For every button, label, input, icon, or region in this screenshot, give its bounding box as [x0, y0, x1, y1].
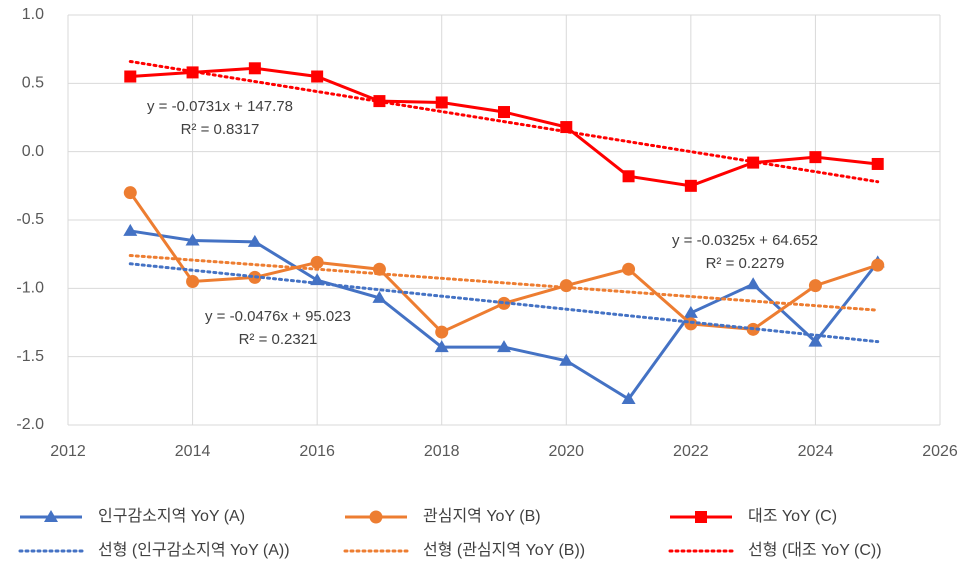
legend-marker [44, 510, 58, 522]
marker [684, 179, 697, 192]
x-tick-label: 2022 [673, 443, 709, 460]
legend-label: 대조 YoY (C) [748, 507, 837, 525]
x-tick-label: 2020 [548, 443, 584, 460]
legend-marker [695, 511, 707, 523]
x-tick-label: 2012 [50, 443, 86, 460]
marker [247, 234, 262, 247]
trendline [128, 262, 880, 344]
y-tick-label: -1.0 [16, 280, 44, 297]
marker [497, 340, 511, 353]
marker [621, 392, 636, 405]
y-tick-label: 0.5 [22, 75, 44, 92]
marker [434, 340, 449, 353]
trend-equation: R² = 0.8317 [181, 121, 260, 138]
marker [498, 106, 510, 119]
marker [746, 277, 761, 290]
marker [809, 151, 822, 164]
legend-marker [369, 510, 383, 524]
x-tick-label: 2026 [922, 443, 958, 460]
marker [123, 186, 137, 200]
legend-label: 관심지역 YoY (B) [423, 507, 541, 525]
marker [372, 290, 387, 303]
trend-equation: R² = 0.2321 [239, 331, 318, 348]
marker [559, 353, 574, 366]
trendline [128, 254, 880, 312]
y-tick-label: -0.5 [16, 211, 44, 228]
x-tick-label: 2018 [424, 443, 460, 460]
marker [808, 279, 822, 293]
marker [310, 273, 325, 286]
marker [310, 255, 324, 269]
marker [248, 62, 261, 75]
marker [684, 317, 698, 331]
marker [185, 233, 200, 246]
legend-label: 인구감소지역 YoY (A) [98, 507, 245, 525]
y-tick-label: -2.0 [16, 416, 44, 433]
marker [683, 305, 698, 318]
legend-label: 선형 (대조 YoY (C)) [748, 541, 882, 559]
x-tick-label: 2016 [299, 443, 335, 460]
trendline [128, 59, 880, 184]
marker [123, 223, 138, 236]
marker [871, 258, 885, 272]
legend-label: 선형 (관심지역 YoY (B)) [423, 541, 585, 559]
marker [622, 170, 635, 183]
marker [808, 334, 823, 347]
y-tick-label: -1.5 [16, 348, 44, 365]
legend-label: 선형 (인구감소지역 YoY (A)) [98, 541, 290, 559]
y-tick-label: 1.0 [22, 6, 44, 23]
marker [186, 275, 200, 288]
trend-equation: y = -0.0731x + 147.78 [147, 98, 293, 115]
trend-equation: R² = 0.2279 [706, 255, 785, 272]
trend-equation: y = -0.0325x + 64.652 [672, 232, 818, 249]
marker [311, 70, 324, 83]
marker [124, 70, 137, 83]
x-tick-label: 2014 [175, 443, 211, 460]
marker [435, 96, 448, 109]
trend-equation: y = -0.0476x + 95.023 [205, 308, 351, 325]
marker [622, 262, 636, 276]
marker [435, 325, 449, 339]
y-tick-label: 0.0 [22, 143, 44, 160]
marker [186, 66, 199, 79]
x-tick-label: 2024 [798, 443, 834, 460]
marker [497, 296, 511, 310]
marker [871, 157, 884, 170]
